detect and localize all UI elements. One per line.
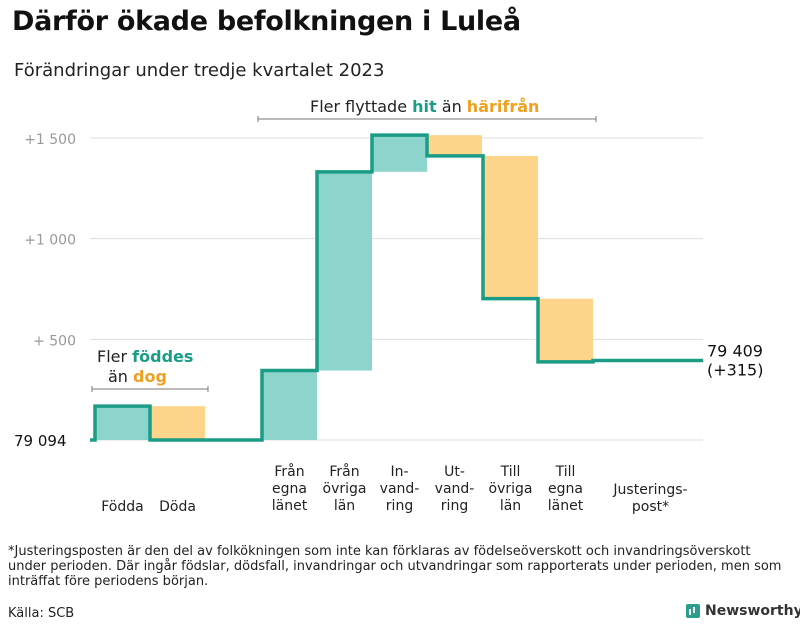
- source-label: Källa: SCB: [8, 606, 75, 621]
- category-label: vand-: [380, 481, 420, 497]
- category-label: Justerings-: [612, 482, 687, 498]
- waterfall-bar: [95, 406, 150, 440]
- category-label: Från: [329, 463, 359, 480]
- category-label: ring: [386, 498, 413, 514]
- chart-title: Därför ökade befolkningen i Luleå: [12, 6, 521, 37]
- category-label: Döda: [159, 499, 196, 515]
- category-label: övriga: [489, 481, 533, 497]
- category-label: In-: [390, 464, 408, 480]
- waterfall-bar: [538, 298, 593, 362]
- category-label: Till: [500, 464, 521, 480]
- category-label: Ut-: [444, 464, 465, 480]
- end-change-label: (+315): [707, 360, 763, 379]
- footnote: *Justeringsposten är den del av folkökni…: [8, 544, 782, 589]
- newsworthy-logo-icon: [686, 604, 700, 618]
- category-label: egna: [272, 481, 307, 497]
- waterfall-bar: [262, 370, 317, 440]
- y-tick-label: +1 500: [24, 132, 76, 148]
- category-label: egna: [548, 481, 583, 497]
- births-annotation-line1: Fler föddes: [97, 347, 193, 366]
- end-value-label: 79 409: [707, 341, 763, 360]
- waterfall-bar: [317, 171, 372, 371]
- y-tick-label: +1 000: [24, 233, 76, 249]
- category-label: län: [500, 498, 521, 514]
- category-label: ring: [441, 498, 468, 514]
- waterfall-bar: [427, 135, 482, 156]
- brand: Newsworthy: [686, 603, 800, 619]
- births-annotation-line2: än dog: [108, 367, 167, 386]
- category-label: län: [334, 498, 355, 514]
- moves-annotation: Fler flyttade hit än härifrån: [310, 97, 539, 116]
- category-label: länet: [548, 498, 584, 514]
- brand-name: Newsworthy: [705, 603, 800, 619]
- start-value-label: 79 094: [14, 432, 67, 450]
- category-label: Till: [555, 464, 576, 480]
- category-label: länet: [272, 498, 308, 514]
- category-label: Från: [274, 463, 304, 480]
- waterfall-bar: [150, 406, 205, 440]
- y-tick-label: + 500: [33, 333, 76, 349]
- cumulative-step-line: [90, 133, 703, 442]
- waterfall-bar: [483, 155, 538, 299]
- category-label: vand-: [435, 481, 475, 497]
- chart-subtitle: Förändringar under tredje kvartalet 2023: [14, 60, 385, 81]
- waterfall-bar: [372, 135, 427, 172]
- category-label: övriga: [323, 481, 367, 497]
- category-label: Födda: [101, 499, 143, 515]
- category-label: post*: [632, 499, 669, 515]
